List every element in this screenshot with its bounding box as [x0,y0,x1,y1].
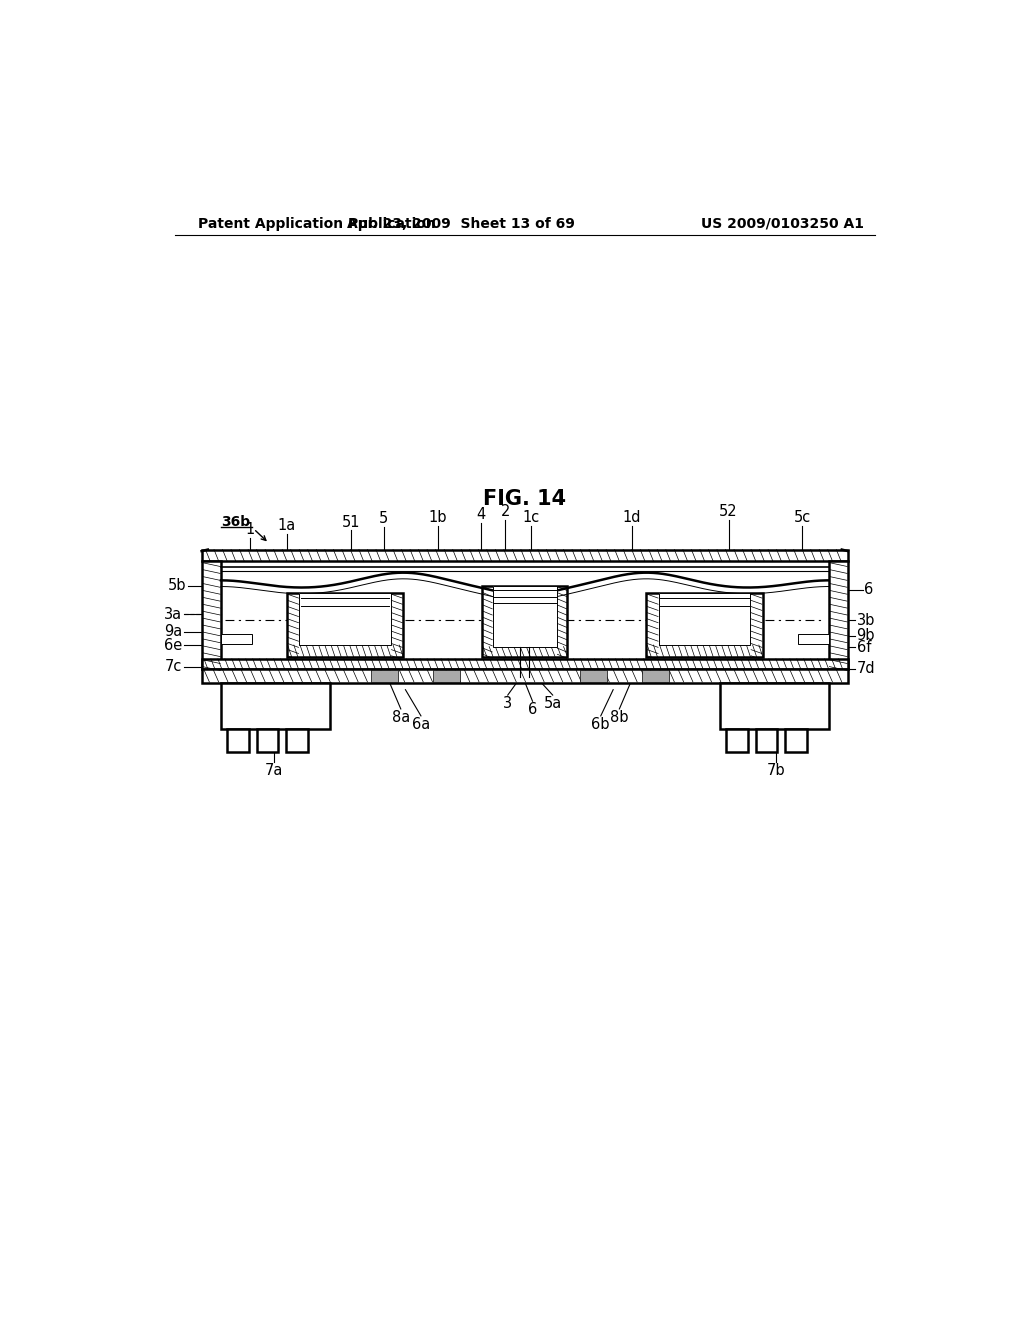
Bar [371,669,397,682]
Bar [482,586,567,657]
Text: 3a: 3a [164,607,182,622]
Text: Apr. 23, 2009  Sheet 13 of 69: Apr. 23, 2009 Sheet 13 of 69 [347,216,575,231]
Text: US 2009/0103250 A1: US 2009/0103250 A1 [701,216,864,231]
Text: 36b: 36b [221,515,250,529]
Bar [287,594,403,657]
Bar [257,729,279,752]
Text: 1c: 1c [522,510,540,525]
Bar [646,594,763,657]
Bar [828,561,848,669]
Bar [493,586,557,647]
Text: 5c: 5c [794,510,811,525]
Bar [202,669,848,682]
Bar [202,561,221,669]
Text: 5a: 5a [544,696,562,711]
Text: 52: 52 [719,504,738,519]
Bar [227,729,249,752]
Bar [299,594,391,645]
Bar [658,594,751,645]
Text: 1b: 1b [429,510,447,525]
Text: 1d: 1d [623,510,641,525]
Text: 6e: 6e [164,638,182,652]
Text: 4: 4 [476,507,485,521]
Text: 7a: 7a [264,763,283,777]
Text: 1: 1 [246,523,255,537]
Text: FIG. 14: FIG. 14 [483,488,566,508]
Bar [286,729,308,752]
Text: 8b: 8b [610,710,629,725]
Text: 5: 5 [379,511,388,527]
Text: 8a: 8a [391,710,410,725]
Bar [202,549,848,561]
Bar [726,729,748,752]
Bar [798,635,828,644]
Bar [202,659,848,669]
Text: 9a: 9a [164,624,182,639]
Text: 3: 3 [503,696,512,711]
Bar [756,729,777,752]
Text: Patent Application Publication: Patent Application Publication [198,216,435,231]
Text: 5b: 5b [168,578,186,593]
Bar [432,669,460,682]
Text: 6: 6 [864,582,873,597]
Text: 3b: 3b [856,612,874,628]
Text: 6a: 6a [412,717,430,731]
Text: 9b: 9b [856,628,874,643]
Text: 6: 6 [528,702,538,717]
Bar [493,586,557,647]
Text: 6f: 6f [856,640,870,655]
Bar [642,669,669,682]
Text: 7c: 7c [165,659,182,675]
Text: 7b: 7b [767,763,785,777]
Bar [299,594,391,645]
Text: 51: 51 [342,515,360,529]
Text: 6b: 6b [592,717,610,731]
Bar [720,682,828,729]
Bar [221,635,252,644]
Bar [221,682,330,729]
Text: 1a: 1a [278,519,296,533]
Bar [658,594,751,645]
Text: 2: 2 [501,504,510,519]
Text: 7d: 7d [856,661,876,676]
Bar [580,669,607,682]
Bar [785,729,807,752]
